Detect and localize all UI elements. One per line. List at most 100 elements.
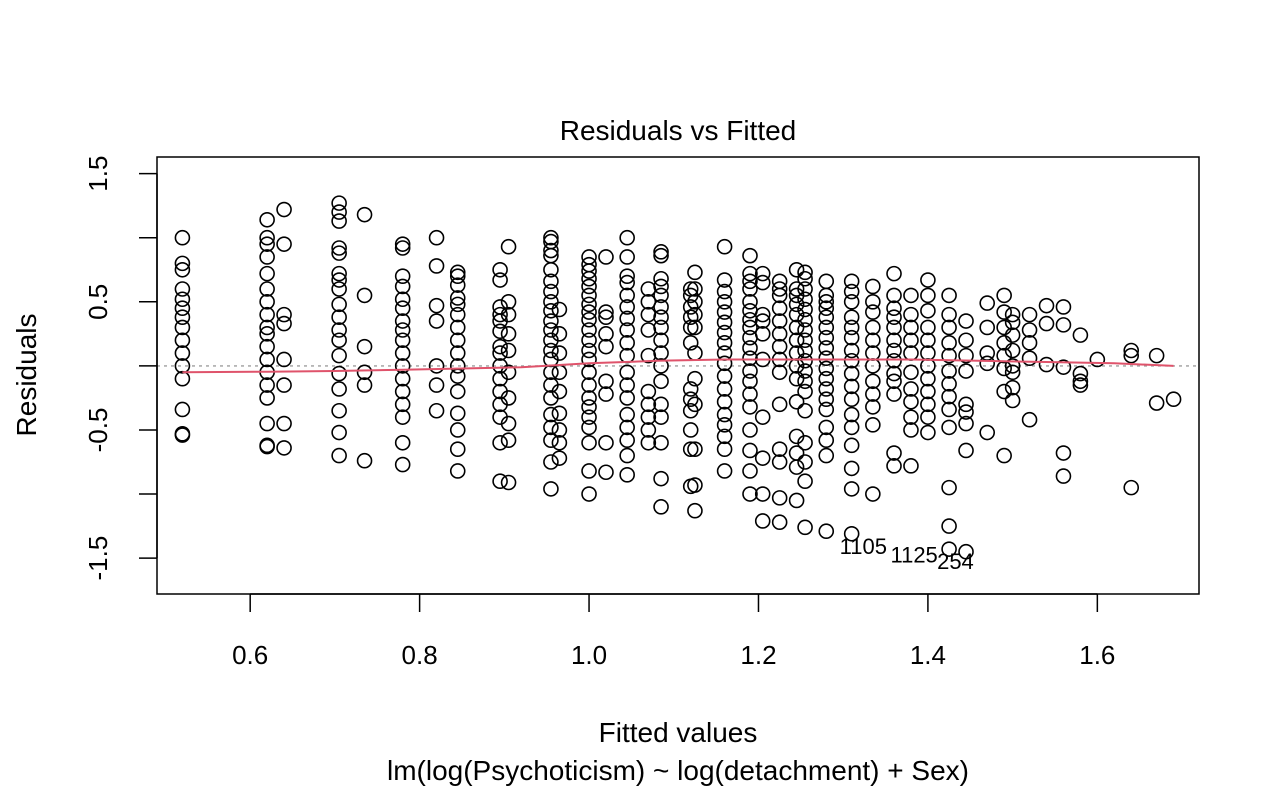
- data-point: [788, 459, 805, 475]
- data-point: [543, 273, 559, 290]
- data-point: [903, 422, 919, 438]
- data-point: [843, 406, 860, 423]
- chart-title: Residuals vs Fitted: [560, 115, 797, 146]
- data-point: [920, 345, 936, 361]
- data-point: [1055, 468, 1072, 484]
- data-point: [276, 201, 292, 218]
- data-point: [581, 287, 597, 304]
- data-point: [543, 419, 559, 436]
- data-point: [996, 383, 1012, 400]
- data-point: [886, 265, 902, 282]
- data-point: [797, 291, 813, 308]
- data-point: [941, 319, 957, 336]
- data-point: [394, 332, 411, 349]
- model-formula-subtitle: lm(log(Psychoticism) ~ log(detachment) +…: [387, 755, 969, 786]
- data-point: [865, 345, 881, 361]
- data-point: [449, 306, 466, 323]
- data-point: [754, 274, 771, 291]
- data-point: [742, 265, 758, 282]
- data-point: [619, 419, 635, 436]
- data-point: [1021, 411, 1038, 428]
- data-point: [818, 300, 835, 317]
- data-point: [394, 456, 411, 473]
- y-axis: -1.5 -0.5 0.5 1.5: [83, 156, 158, 581]
- data-point: [619, 390, 635, 406]
- data-point: [1123, 342, 1140, 359]
- data-point: [500, 390, 517, 406]
- data-point: [1072, 377, 1089, 393]
- data-point: [920, 409, 936, 425]
- data-point: [331, 402, 347, 419]
- data-point: [581, 390, 597, 406]
- data-point: [500, 415, 517, 432]
- data-point: [174, 309, 191, 325]
- data-point: [716, 304, 733, 320]
- data-point: [259, 326, 275, 342]
- data-point: [581, 434, 597, 451]
- data-point: [174, 291, 191, 308]
- data-point: [716, 335, 733, 351]
- data-point: [653, 358, 669, 374]
- data-point: [428, 297, 445, 314]
- data-point: [543, 481, 559, 497]
- data-point: [788, 261, 805, 278]
- data-point: [818, 523, 835, 540]
- data-point: [581, 364, 597, 381]
- data-point: [797, 434, 813, 451]
- data-point: [356, 287, 373, 304]
- data-point: [394, 300, 411, 317]
- x-tick-label: 1.0: [571, 640, 607, 670]
- data-point: [958, 396, 974, 413]
- data-point: [716, 238, 733, 255]
- data-point: [174, 370, 191, 387]
- data-point: [449, 358, 466, 374]
- data-point: [331, 245, 347, 261]
- data-point: [742, 273, 758, 290]
- data-point: [742, 319, 758, 336]
- data-point: [174, 255, 191, 272]
- data-point: [619, 377, 635, 393]
- data-point: [920, 332, 936, 349]
- data-point: [619, 287, 635, 304]
- data-point: [394, 383, 411, 400]
- data-point: [843, 352, 860, 369]
- data-point: [259, 390, 275, 406]
- data-point: [797, 270, 813, 287]
- data-point: [886, 458, 902, 474]
- data-point: [581, 377, 597, 393]
- data-point: [716, 272, 733, 288]
- data-point: [941, 479, 957, 496]
- data-point: [492, 338, 508, 355]
- data-point: [1055, 445, 1072, 461]
- data-point: [356, 338, 373, 355]
- data-point: [958, 442, 974, 459]
- data-point: [797, 352, 813, 369]
- data-point: [818, 329, 835, 346]
- data-point: [259, 265, 275, 282]
- data-point: [941, 388, 957, 405]
- data-point: [903, 345, 919, 361]
- data-point: [941, 363, 957, 379]
- data-point: [428, 258, 445, 274]
- data-point: [1072, 373, 1089, 390]
- data-point: [259, 229, 275, 246]
- x-tick-label: 0.8: [402, 640, 438, 670]
- data-point: [788, 319, 805, 336]
- data-point: [500, 294, 517, 310]
- data-point: [742, 350, 758, 366]
- data-point: [843, 525, 860, 542]
- data-point: [543, 432, 559, 449]
- data-point: [754, 486, 771, 502]
- data-point: [581, 296, 597, 313]
- data-point: [903, 332, 919, 349]
- data-point: [492, 306, 508, 323]
- data-point: [920, 287, 936, 304]
- data-point: [818, 401, 835, 418]
- data-point: [886, 445, 902, 461]
- data-point: [788, 370, 805, 387]
- data-point: [581, 304, 597, 320]
- data-point: [1004, 306, 1021, 323]
- data-point: [598, 309, 614, 325]
- data-point: [259, 338, 275, 355]
- data-point: [331, 213, 347, 229]
